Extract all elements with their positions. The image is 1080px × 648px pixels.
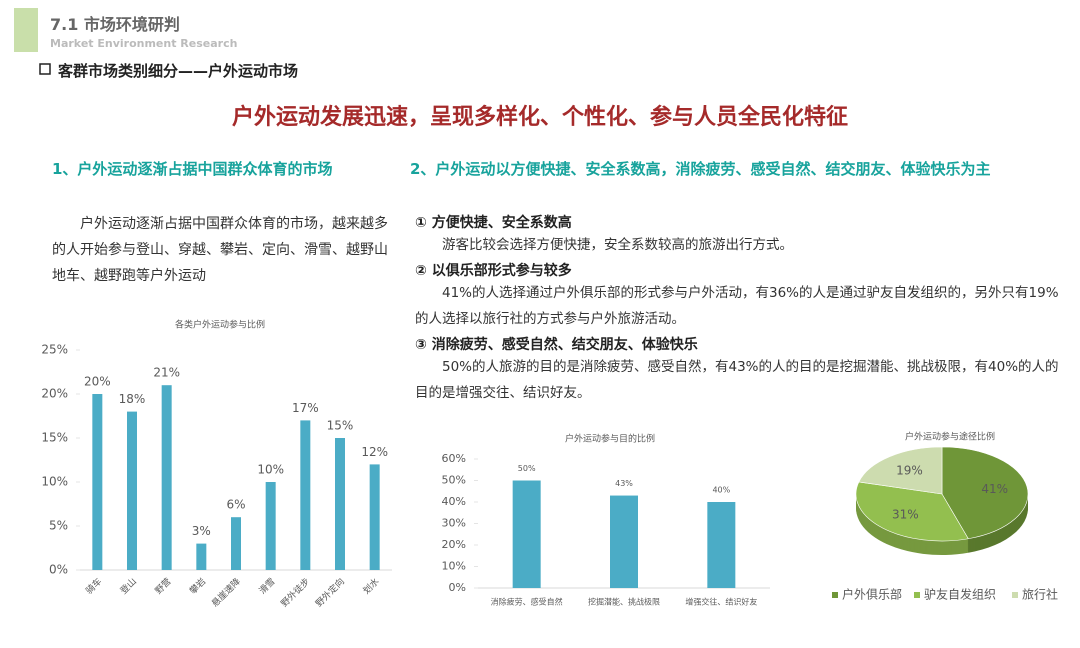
x-tick-label: 骑车 [83, 575, 104, 596]
legend-label: 户外俱乐部 [842, 587, 902, 602]
data-label: 3% [192, 524, 211, 538]
y-tick-label: 40% [442, 495, 466, 508]
data-label: 12% [361, 445, 388, 459]
item-text: 游客比较会选择方便快捷，安全系数较高的旅游出行方式。 [442, 237, 793, 253]
data-label: 18% [119, 392, 146, 406]
right-heading: 2、户外运动以方便快捷、安全系数高，消除疲劳、感受自然、结交朋友、体验快乐为主 [410, 160, 991, 178]
data-label: 10% [257, 463, 284, 477]
left-text: 户外运动逐渐占据中国群众体育的市场，越来越多的人开始参与登山、穿越、攀岩、定向、… [52, 216, 388, 284]
legend-marker [914, 592, 920, 598]
bar [369, 464, 380, 570]
y-tick-label: 15% [41, 431, 68, 445]
data-label: 40% [712, 486, 730, 495]
y-tick-label: 10% [41, 475, 68, 489]
bar [707, 502, 736, 588]
y-tick-label: 0% [449, 581, 466, 594]
x-tick-label: 增强交往、结识好友 [685, 597, 757, 607]
item-title: ③ 消除疲劳、感受自然、结交朋友、体验快乐 [415, 337, 698, 353]
y-tick-label: 0% [49, 563, 68, 577]
headline: 户外运动发展迅速，呈现多样化、个性化、参与人员全民化特征 [231, 105, 848, 130]
x-tick-label: 登山 [118, 576, 139, 597]
x-tick-label: 攀岩 [187, 575, 208, 596]
data-label: 41% [981, 482, 1008, 496]
pie-slice [941, 446, 1029, 540]
bar [92, 394, 103, 570]
bar [335, 438, 345, 570]
bar [265, 482, 276, 570]
y-tick-label: 25% [41, 343, 68, 357]
data-label: 15% [327, 419, 354, 433]
data-label: 19% [896, 463, 923, 477]
item-title: ② 以俱乐部形式参与较多 [415, 263, 572, 279]
x-tick-label: 消除疲劳、感受自然 [491, 597, 563, 607]
legend-marker [832, 592, 838, 598]
item-text: 41%的人选择通过户外俱乐部的形式参与户外活动，有36%的人是通过驴友自发组织的… [415, 285, 1059, 327]
data-label: 20% [84, 375, 111, 389]
bar [196, 543, 207, 570]
x-tick-label: 划水 [360, 575, 381, 596]
x-tick-label: 滑雪 [257, 576, 278, 597]
x-tick-label: 野外定向 [313, 575, 347, 609]
data-label: 6% [226, 498, 245, 512]
y-tick-label: 50% [442, 474, 466, 487]
item-title: ① 方便快捷、安全系数高 [415, 215, 572, 231]
data-label: 50% [518, 464, 536, 473]
legend-marker [1012, 592, 1018, 598]
y-tick-label: 10% [442, 560, 466, 573]
legend-label: 驴友自发组织 [924, 587, 996, 602]
y-tick-label: 20% [442, 538, 466, 551]
x-tick-label: 野营 [152, 575, 173, 596]
legend-label: 旅行社 [1022, 587, 1058, 602]
data-label: 31% [892, 508, 919, 522]
chart-title: 各类户外运动参与比例 [175, 319, 265, 331]
pie-slice [858, 446, 943, 495]
y-tick-label: 5% [49, 519, 68, 533]
data-label: 21% [153, 366, 180, 380]
left-heading: 1、户外运动逐渐占据中国群众体育的市场 [52, 160, 333, 178]
chart-title: 户外运动参与目的比例 [565, 433, 655, 445]
section-bullet [39, 63, 51, 75]
data-label: 43% [615, 479, 633, 488]
header-subtitle: Market Environment Research [50, 37, 238, 50]
y-tick-label: 30% [442, 517, 466, 530]
x-tick-label: 悬崖速降 [209, 575, 243, 609]
chart-title: 户外运动参与途径比例 [905, 431, 995, 443]
bar [127, 411, 137, 570]
y-tick-label: 60% [442, 452, 466, 465]
x-tick-label: 野外徒步 [278, 575, 312, 609]
section-heading: 客群市场类别细分——户外运动市场 [58, 62, 299, 80]
bar [231, 517, 241, 570]
y-tick-label: 20% [41, 387, 68, 401]
bar [300, 420, 311, 570]
right-items: ① 方便快捷、安全系数高 游客比较会选择方便快捷，安全系数较高的旅游出行方式。 … [415, 212, 1060, 406]
header-title: 7.1 市场环境研判 [50, 15, 180, 34]
bar [512, 480, 541, 588]
item-text: 50%的人旅游的目的是消除疲劳、感受自然，有43%的人的目的是挖掘潜能、挑战极限… [415, 359, 1059, 401]
data-label: 17% [292, 401, 319, 415]
bar [610, 495, 638, 588]
bar [161, 385, 172, 570]
x-tick-label: 挖掘潜能、挑战极限 [588, 597, 660, 607]
header-bar [14, 8, 38, 52]
pie-slice [855, 481, 969, 542]
